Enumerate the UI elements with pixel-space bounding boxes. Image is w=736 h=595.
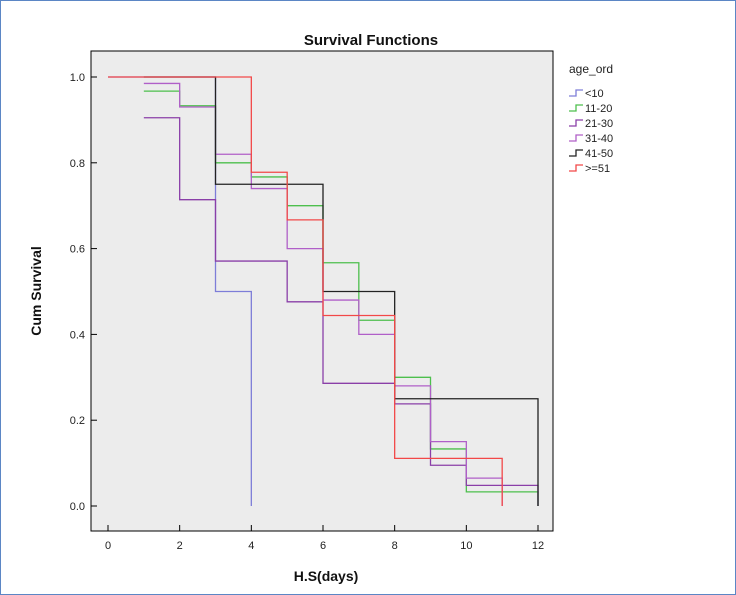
legend-entry: 41-50: [585, 148, 613, 160]
x-axis-title: H.S(days): [294, 568, 359, 584]
chart-title: Survival Functions: [304, 32, 438, 49]
legend-swatch: [569, 119, 583, 127]
x-tick-label: 4: [248, 540, 254, 552]
legend-entry: <10: [585, 88, 604, 100]
legend-title: age_ord: [569, 62, 613, 76]
y-axis: 0.0 0.2 0.4 0.6 0.8 1.0: [70, 72, 97, 513]
x-tick-label: 10: [460, 540, 472, 552]
legend: <10 11-20 21-30 31-40 41-50 >=51: [569, 88, 613, 175]
x-tick-label: 6: [320, 540, 326, 552]
legend-swatch: [569, 149, 583, 157]
series-line-6: [108, 76, 503, 506]
x-tick-label: 12: [532, 540, 544, 552]
legend-entry: 31-40: [585, 133, 613, 145]
y-tick-label: 1.0: [70, 72, 85, 84]
legend-swatch: [569, 164, 583, 172]
x-tick-label: 0: [105, 540, 111, 552]
legend-swatch: [569, 104, 583, 112]
y-axis-title: Cum Survival: [28, 246, 44, 335]
x-axis: 0 2 4 6 8 10 12: [105, 525, 544, 552]
y-tick-label: 0.0: [70, 501, 85, 513]
y-tick-label: 0.4: [70, 329, 85, 341]
y-tick-label: 0.2: [70, 415, 85, 427]
legend-entry: 11-20: [585, 103, 612, 115]
legend-entry: >=51: [585, 163, 610, 175]
legend-entry: 21-30: [585, 118, 613, 130]
survival-curves: [108, 76, 539, 506]
x-tick-label: 2: [177, 540, 183, 552]
x-tick-label: 8: [392, 540, 398, 552]
legend-swatch: [569, 89, 583, 97]
legend-swatch: [569, 134, 583, 142]
y-tick-label: 0.6: [70, 244, 85, 256]
plot-area: [90, 50, 554, 532]
y-tick-label: 0.8: [70, 158, 85, 170]
